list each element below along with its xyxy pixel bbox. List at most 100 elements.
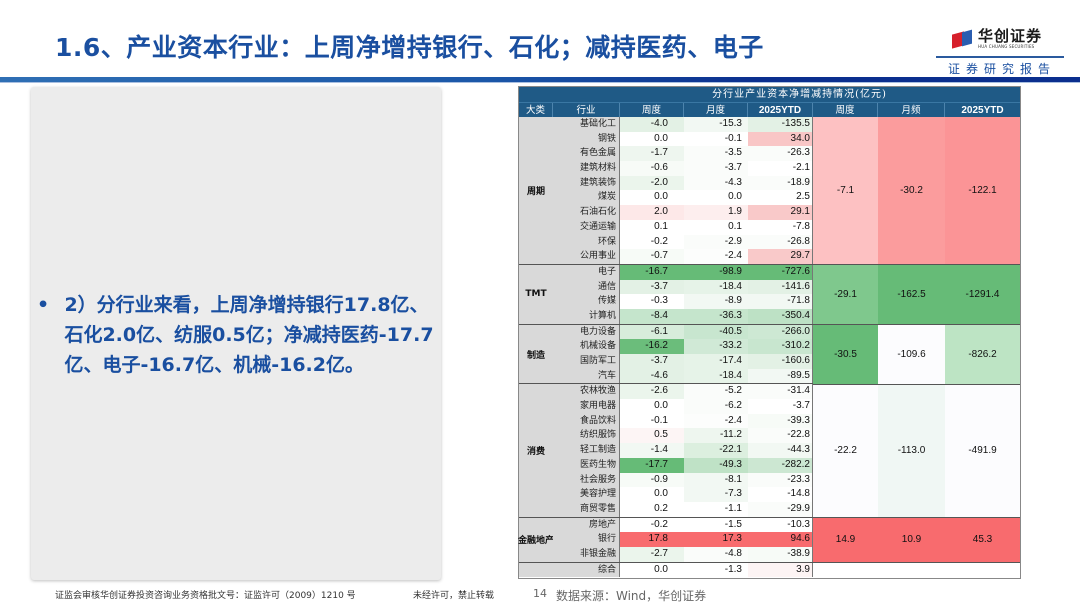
header-rule <box>0 77 1080 82</box>
week-value-cell: 0.0 <box>620 562 684 578</box>
table-group: 金融地产 房地产 -0.2 -1.5 -10.3 银行 17.8 17.3 94.6 非银金融 -2… <box>518 517 813 563</box>
aggregate-row: -7.1 -30.2 -122.1 <box>813 117 1020 265</box>
industry-cell: 农林牧渔 <box>553 384 620 400</box>
col-header-industry: 行业 <box>553 103 620 117</box>
table-row: 农林牧渔 -2.6 -5.2 -31.4 <box>553 384 813 400</box>
brand-logo: 华创证券 HUA CHUANG SECURITIES <box>952 28 1062 50</box>
industry-cell: 石油石化 <box>553 205 620 220</box>
table-row: 汽车 -4.6 -18.4 -89.5 <box>553 368 813 384</box>
table-row: 美容护理 0.0 -7.3 -14.8 <box>553 487 813 502</box>
week-value-cell: -0.3 <box>620 294 684 309</box>
table-row: 煤炭 0.0 0.0 2.5 <box>553 190 813 206</box>
ytd-value-cell: -10.3 <box>748 517 813 533</box>
ytd-value-cell: 3.9 <box>748 562 813 578</box>
aggregate-month-cell: 10.9 <box>878 517 945 562</box>
week-value-cell: -2.0 <box>620 175 684 191</box>
industry-cell: 钢铁 <box>553 131 620 147</box>
header-rule-thin <box>0 82 1080 83</box>
license-text: 证监会审核华创证券投资咨询业务资格批文号：证监许可（2009）1210 号 <box>55 591 356 601</box>
logo-divider <box>936 56 1064 58</box>
week-value-cell: 0.1 <box>620 219 684 235</box>
week-value-cell: 0.0 <box>620 190 684 206</box>
ytd-value-cell: -44.3 <box>748 443 813 458</box>
month-value-cell: -8.1 <box>684 472 748 488</box>
industry-cell: 食品饮料 <box>553 413 620 429</box>
month-value-cell: -3.5 <box>684 146 748 162</box>
month-value-cell: -15.3 <box>684 117 748 132</box>
month-value-cell: 0.0 <box>684 190 748 206</box>
table-group: TMT 电子 -16.7 -98.9 -727.6 通信 -3.7 -18.4 -141.6 传媒… <box>519 264 813 325</box>
category-cell: TMT <box>519 264 553 324</box>
industry-cell: 国防军工 <box>553 354 620 369</box>
industry-cell: 电子 <box>553 264 620 280</box>
week-value-cell: -0.6 <box>620 161 684 176</box>
industry-cell: 社会服务 <box>553 472 620 488</box>
ytd-value-cell: -71.8 <box>748 294 813 309</box>
aggregate-week-cell: -30.5 <box>813 324 878 384</box>
table-row: 公用事业 -0.7 -2.4 29.7 <box>553 249 813 264</box>
aggregate-ytd-cell: -1291.4 <box>945 265 1020 324</box>
month-value-cell: -1.5 <box>684 517 748 533</box>
month-value-cell: -22.1 <box>684 443 748 458</box>
ytd-value-cell: -141.6 <box>748 279 813 295</box>
month-value-cell: -18.4 <box>684 279 748 295</box>
month-value-cell: -4.3 <box>684 175 748 191</box>
week-value-cell: -17.7 <box>620 457 684 473</box>
ytd-value-cell: -160.6 <box>748 354 813 369</box>
industry-cell: 商贸零售 <box>553 501 620 517</box>
industry-cell: 银行 <box>553 532 620 547</box>
week-value-cell: -0.2 <box>620 234 684 250</box>
month-value-cell: -18.4 <box>684 368 748 384</box>
ytd-value-cell: -7.8 <box>748 219 813 235</box>
month-value-cell: -1.3 <box>684 562 748 578</box>
ytd-value-cell: -39.3 <box>748 413 813 429</box>
table-row: 综合 0.0 -1.3 3.9 <box>553 562 813 578</box>
industry-cell: 美容护理 <box>553 487 620 502</box>
cube-logo-icon <box>952 29 974 49</box>
month-value-cell: -0.1 <box>684 131 748 147</box>
week-value-cell: 0.0 <box>620 487 684 502</box>
table-row: 建筑材料 -0.6 -3.7 -2.1 <box>553 161 813 176</box>
page-number: 14 <box>533 587 547 600</box>
week-value-cell: -8.4 <box>620 308 684 324</box>
week-value-cell: -3.7 <box>620 354 684 369</box>
industry-cell: 基础化工 <box>553 117 620 132</box>
month-value-cell: -11.2 <box>684 428 748 444</box>
aggregate-row: -30.5 -109.6 -826.2 <box>813 324 1020 385</box>
aggregate-ytd-cell: -122.1 <box>945 117 1020 264</box>
table-group: 消费 农林牧渔 -2.6 -5.2 -31.4 家用电器 0.0 -6.2 -3.7 食品饮料 -0… <box>519 384 813 518</box>
table-group: 综合 0.0 -1.3 3.9 <box>519 562 813 578</box>
logo-text-cn: 华创证券 <box>978 27 1043 45</box>
week-value-cell: 17.8 <box>620 532 684 547</box>
industry-cell: 轻工制造 <box>553 443 620 458</box>
ytd-value-cell: -14.8 <box>748 487 813 502</box>
bullet-point: • 2）分行业来看，上周净增持银行17.8亿、石化2.0亿、纺服0.5亿；净减持… <box>37 290 437 380</box>
week-value-cell: -6.1 <box>620 324 684 340</box>
category-cell: 制造 <box>519 324 553 384</box>
table-row: 计算机 -8.4 -36.3 -350.4 <box>553 308 813 324</box>
ytd-value-cell: 2.5 <box>748 190 813 206</box>
aggregate-ytd-cell <box>945 562 1020 578</box>
table-row: 食品饮料 -0.1 -2.4 -39.3 <box>553 413 813 429</box>
aggregate-month-cell: -162.5 <box>878 265 945 324</box>
ytd-value-cell: -22.8 <box>748 428 813 444</box>
month-value-cell: -33.2 <box>684 339 748 354</box>
aggregate-month-cell: -30.2 <box>878 117 945 264</box>
col-header-group-ytd: 2025YTD <box>961 105 1004 116</box>
aggregate-columns: -7.1 -30.2 -122.1 -29.1 -162.5 -1291.4 -30.5 -1… <box>813 117 1020 578</box>
table-row: 纺织服饰 0.5 -11.2 -22.8 <box>553 428 813 444</box>
table-row: 家用电器 0.0 -6.2 -3.7 <box>553 399 813 414</box>
week-value-cell: -0.2 <box>620 517 684 533</box>
aggregate-month-cell <box>878 562 945 578</box>
week-value-cell: -16.7 <box>620 264 684 280</box>
week-value-cell: 2.0 <box>620 205 684 220</box>
category-cell: 周期 <box>519 117 553 264</box>
week-value-cell: 0.0 <box>620 131 684 147</box>
table-row: 建筑装饰 -2.0 -4.3 -18.9 <box>553 175 813 191</box>
industry-capital-table: 分行业产业资本净增减持情况(亿元) 大类 行业 周度 月度 2025YTD 周度… <box>518 86 1021 579</box>
month-value-cell: -5.2 <box>684 384 748 400</box>
week-value-cell: 0.2 <box>620 501 684 517</box>
ytd-value-cell: -23.3 <box>748 472 813 488</box>
aggregate-week-cell: -7.1 <box>813 117 878 264</box>
week-value-cell: -4.6 <box>620 368 684 384</box>
